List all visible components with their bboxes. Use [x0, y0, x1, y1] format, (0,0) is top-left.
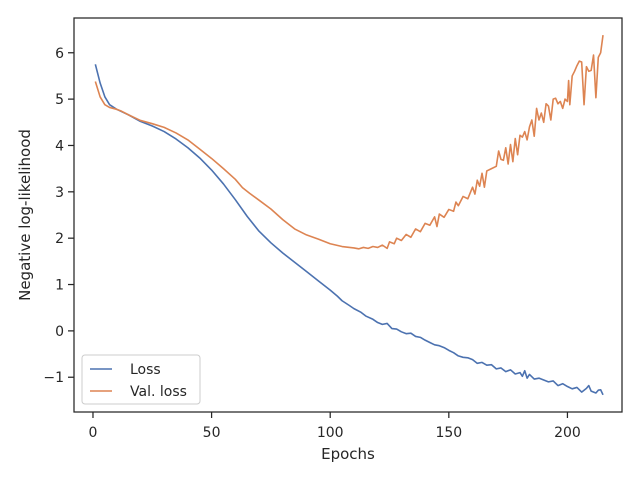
y-axis-label: Negative log-likelihood [16, 129, 34, 301]
series-line-val-loss [94, 35, 604, 250]
y-axis-ticks: −1 0 1 2 3 4 5 6 [43, 46, 74, 386]
legend-label-val-loss: Val. loss [130, 384, 187, 400]
x-axis-ticks: 0 50 100 150 200 [89, 412, 581, 441]
x-tick-label: 150 [435, 425, 462, 441]
legend: Loss Val. loss [81, 354, 201, 405]
series-line-loss [94, 64, 604, 396]
y-tick-label: 6 [55, 46, 64, 62]
y-tick-label: 1 [55, 278, 64, 294]
x-tick-label: 100 [317, 425, 344, 441]
x-tick-label: 200 [554, 425, 581, 441]
series-lines [94, 35, 604, 396]
legend-label-loss: Loss [130, 362, 161, 378]
plot-area [74, 18, 622, 412]
y-tick-label: 3 [55, 185, 64, 201]
x-tick-label: 0 [89, 425, 98, 441]
y-tick-label: 0 [55, 324, 64, 340]
x-axis-label: Epochs [321, 445, 375, 463]
x-tick-label: 50 [203, 425, 221, 441]
y-tick-label: 4 [55, 138, 64, 154]
y-tick-label: −1 [43, 370, 64, 386]
y-tick-label: 5 [55, 92, 64, 108]
plot-frame [73, 17, 623, 413]
y-tick-label: 2 [55, 231, 64, 247]
